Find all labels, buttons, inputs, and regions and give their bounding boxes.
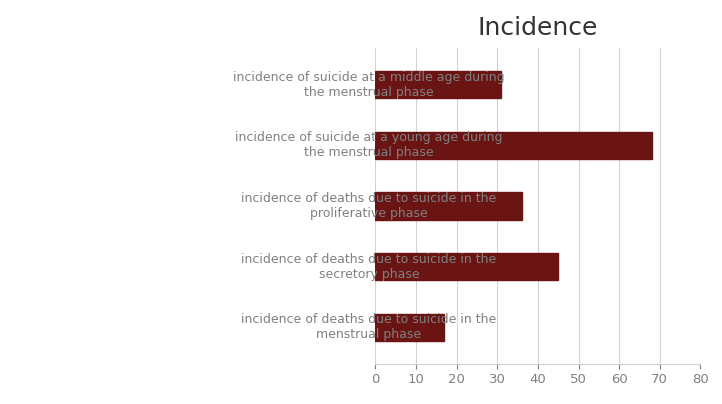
- Text: incidence of suicide at a middle age during
the menstrual phase: incidence of suicide at a middle age dur…: [233, 71, 505, 99]
- Bar: [375, 71, 501, 99]
- Text: incidence of deaths due to suicide in the
secretory phase: incidence of deaths due to suicide in th…: [241, 252, 497, 281]
- Text: incidence of suicide at a young age during
the menstrual phase: incidence of suicide at a young age duri…: [235, 131, 503, 160]
- Bar: [375, 314, 445, 341]
- Text: incidence of deaths due to suicide in the
proliferative phase: incidence of deaths due to suicide in th…: [241, 192, 497, 220]
- Bar: [375, 253, 558, 280]
- Text: incidence of deaths due to suicide in the
menstrual phase: incidence of deaths due to suicide in th…: [241, 313, 497, 341]
- Bar: [375, 192, 521, 220]
- Bar: [375, 132, 652, 159]
- Title: Incidence: Incidence: [478, 16, 598, 40]
